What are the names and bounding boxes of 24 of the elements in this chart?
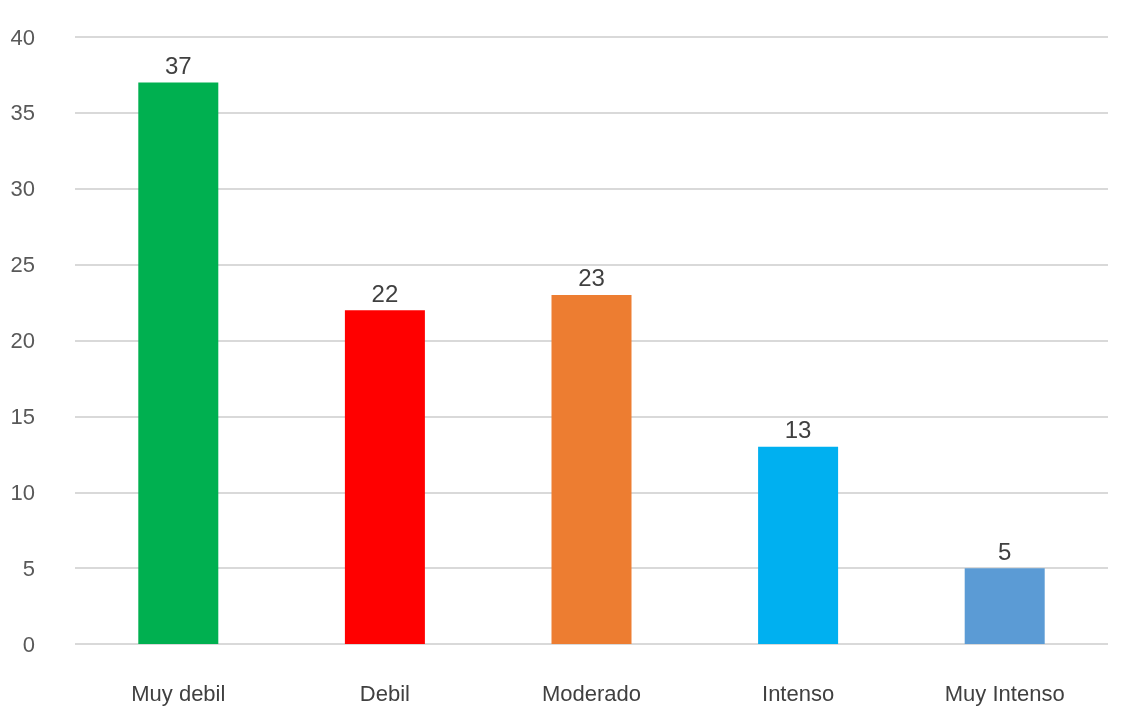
bar [758, 446, 839, 644]
data-label: 5 [998, 537, 1012, 565]
data-label: 13 [784, 416, 812, 444]
x-tick-label: Intenso [762, 680, 835, 706]
y-tick-label: 0 [22, 631, 35, 657]
y-tick-label: 35 [10, 100, 35, 126]
data-label: 23 [578, 264, 605, 292]
y-tick-label: 25 [10, 252, 35, 278]
data-label: 37 [164, 52, 192, 80]
x-tick-label: Muy Intenso [944, 680, 1065, 706]
x-tick-label: Debil [359, 680, 410, 706]
bar [344, 310, 425, 644]
bar [964, 568, 1045, 644]
y-tick-label: 30 [10, 176, 35, 202]
y-tick-label: 5 [22, 555, 35, 581]
y-tick-label: 40 [10, 24, 35, 50]
bar [551, 294, 632, 644]
bar [138, 82, 219, 644]
x-tick-label: Muy debil [131, 680, 226, 706]
y-tick-label: 20 [10, 328, 35, 353]
y-tick-label: 15 [10, 403, 35, 429]
x-tick-label: Moderado [541, 680, 642, 706]
y-tick-label: 10 [10, 479, 35, 505]
data-label: 22 [371, 279, 399, 307]
